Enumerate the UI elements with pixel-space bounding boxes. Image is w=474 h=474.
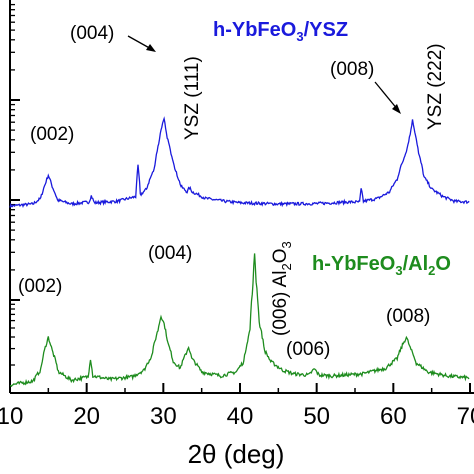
peak-label-008-top: (008) (330, 59, 374, 80)
x-tick-label: 60 (380, 403, 407, 430)
series-title-ybfeo3-ysz: h-YbFeO3/YSZ (213, 19, 348, 44)
x-tick-label: 40 (227, 403, 254, 430)
x-tick-label: 70 (457, 403, 474, 430)
peak-label-004-top: (004) (70, 23, 114, 44)
x-tick-label: 10 (0, 403, 23, 430)
series-line-ybfeo3-al2o3 (10, 253, 470, 388)
x-tick-label: 30 (150, 403, 177, 430)
label-ysz-222: YSZ (222) (425, 43, 446, 130)
peak-label-008-bottom: (008) (386, 306, 430, 327)
arrow-head-004-top (146, 44, 156, 52)
peak-label-002-bottom: (002) (18, 276, 62, 297)
x-axis-label: 2θ (deg) (188, 439, 285, 469)
x-tick-label: 20 (73, 403, 100, 430)
x-tick-label: 50 (303, 403, 330, 430)
series-line-ybfeo3-ysz (9, 116, 470, 209)
peak-label-004-bottom: (004) (148, 243, 192, 264)
label-ysz-111: YSZ (111) (182, 56, 203, 140)
peak-label-006-bottom: (006) (286, 339, 330, 360)
arrow-008-top (374, 81, 399, 111)
x-ticks (9, 383, 471, 393)
arrow-head-008-top (392, 104, 401, 114)
y-minor-ticks (10, 3, 20, 394)
label-al2o3-006: (006) Al2O3 (270, 241, 294, 336)
peak-label-002-top: (002) (30, 124, 74, 145)
series-title-ybfeo3-al2o3: h-YbFeO3/Al2O (312, 253, 451, 278)
x-tick-labels: 10 20 30 40 50 60 70 (0, 403, 474, 430)
